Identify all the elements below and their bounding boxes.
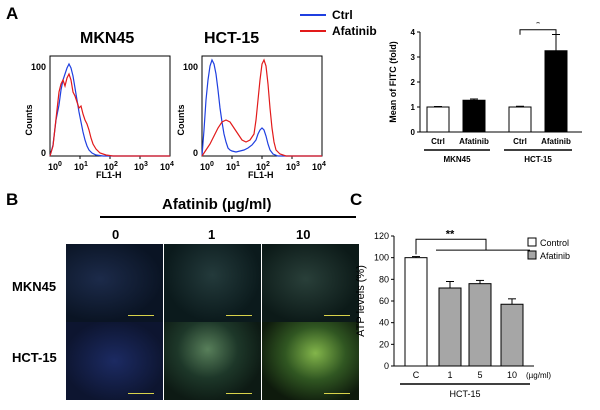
panel-letter-b: B: [6, 190, 19, 209]
hist1-ylabel: Counts: [24, 105, 34, 136]
fitc-ytick-label: 0: [411, 128, 416, 137]
atp-significance-bracket: [415, 238, 487, 255]
hist2-xtick-0: 100: [200, 161, 214, 172]
micrograph-row-mkn45: MKN45: [12, 279, 57, 294]
micrograph-header: Afatinib (µg/ml): [162, 196, 272, 213]
micrograph-mkn45-1: [164, 244, 261, 322]
legend-control-label: Control: [540, 238, 569, 248]
atp-xunit-label: (µg/ml): [526, 371, 551, 380]
atp-ylabel: ATP levels (%): [355, 265, 367, 337]
micrograph-row-hct15: HCT-15: [12, 350, 57, 365]
micrograph-hct15-1: [164, 322, 261, 400]
fitc-significance-star: *: [535, 22, 540, 31]
fitc-significance-bracket: [519, 29, 557, 35]
hist1-xtick-3: 103: [134, 161, 148, 172]
panel-letter-c: C: [350, 190, 363, 209]
hist1-ytick-100: 100: [31, 62, 46, 72]
fitc-xtick-label: Afatinib: [459, 137, 489, 146]
hist1-title: MKN45: [80, 30, 135, 47]
atp-ytick-label: 100: [374, 253, 389, 263]
fitc-bar: [426, 106, 450, 133]
atp-ytick-label: 0: [384, 361, 389, 371]
legend-ctrl-label: Ctrl: [332, 8, 353, 22]
atp-ytick-label: 20: [379, 339, 389, 349]
hist1-xtick-1: 101: [74, 161, 88, 172]
hist2-xtick-3: 103: [286, 161, 300, 172]
hist1-afatinib-curve: [49, 72, 170, 157]
legend-afatinib-label: Afatinib: [332, 24, 377, 38]
fitc-bar-chart: Mean of FITC (fold) 0 1 2 3 4 Ctrl Afatinib Ctrl…: [388, 22, 582, 164]
fitc-group-label: MKN45: [443, 155, 471, 164]
fitc-ytick-label: 1: [411, 103, 416, 112]
hist2-xtick-2: 102: [256, 161, 270, 172]
hist2-afatinib-curve: [201, 58, 322, 157]
hist2-xtick-1: 101: [226, 161, 240, 172]
histogram-hct15: Counts 0 100 100 101 102 103 104 FL1-H: [176, 55, 326, 180]
atp-bar: [404, 257, 428, 367]
fitc-ytick-label: 4: [411, 28, 416, 37]
atp-group-label: HCT-15: [449, 389, 480, 399]
hist2-ytick-100: 100: [183, 62, 198, 72]
histogram-mkn45: Counts 0 100 100 101 102 103 104 FL1-H: [24, 55, 174, 180]
hist1-ytick-0: 0: [41, 148, 46, 158]
fitc-xtick-label: Ctrl: [431, 137, 445, 146]
fitc-bar: [462, 99, 486, 133]
fitc-ylabel: Mean of FITC (fold): [388, 41, 398, 122]
atp-bar: [468, 283, 492, 367]
hist2-xlabel: FL1-H: [248, 170, 274, 180]
fitc-bar: [544, 50, 568, 133]
atp-bar: [438, 287, 462, 367]
hist1-xtick-4: 104: [160, 161, 174, 172]
hist1-frame: [49, 55, 171, 157]
legend-afatinib-label: Afatinib: [540, 251, 570, 261]
fitc-xtick-label: Afatinib: [541, 137, 571, 146]
micrograph-mkn45-0: [66, 244, 163, 322]
panel-letter-a: A: [6, 4, 19, 23]
atp-ytick-label: 60: [379, 296, 389, 306]
fitc-xtick-label: Ctrl: [513, 137, 527, 146]
micrograph-col-0: 0: [112, 227, 120, 242]
fitc-ytick-label: 2: [411, 78, 416, 87]
hist1-ctrl-curve: [49, 62, 170, 157]
micrograph-mkn45-10: [262, 244, 359, 322]
atp-xtick-label: 10: [507, 370, 517, 380]
atp-bar-chart: ATP levels (%) 0 20 40 60 80 100 120 C 1 5 10 (µg/ml…: [355, 228, 570, 399]
micrograph-col-1: 1: [208, 227, 216, 242]
atp-xtick-label: 1: [447, 370, 452, 380]
legend-afatinib-swatch: [527, 250, 537, 260]
hist1-xtick-2: 102: [104, 161, 118, 172]
atp-bar: [500, 303, 524, 367]
atp-ytick-label: 80: [379, 274, 389, 284]
hist1-xlabel: FL1-H: [96, 170, 122, 180]
micrograph-col-10: 10: [296, 227, 311, 242]
hist2-title: HCT-15: [204, 30, 260, 47]
micrograph-header-rule: [100, 216, 356, 218]
micrograph-hct15-0: [66, 322, 163, 400]
micrograph-hct15-10: [262, 322, 359, 400]
atp-ytick-label: 40: [379, 318, 389, 328]
fitc-ytick-label: 3: [411, 53, 416, 62]
atp-ytick-label: 120: [374, 231, 389, 241]
legend-control-swatch: [527, 237, 537, 247]
fitc-bar: [508, 106, 532, 133]
hist2-ytick-0: 0: [193, 148, 198, 158]
atp-xtick-label: 5: [477, 370, 482, 380]
fitc-group-label: HCT-15: [524, 155, 552, 164]
hist2-ctrl-curve: [201, 58, 322, 157]
atp-significance-stars: **: [446, 228, 455, 240]
hist1-xtick-0: 100: [48, 161, 62, 172]
hist2-ylabel: Counts: [176, 105, 186, 136]
hist2-xtick-4: 104: [312, 161, 326, 172]
histogram-legend: Ctrl Afatinib: [300, 8, 377, 38]
atp-xtick-label: C: [413, 370, 420, 380]
